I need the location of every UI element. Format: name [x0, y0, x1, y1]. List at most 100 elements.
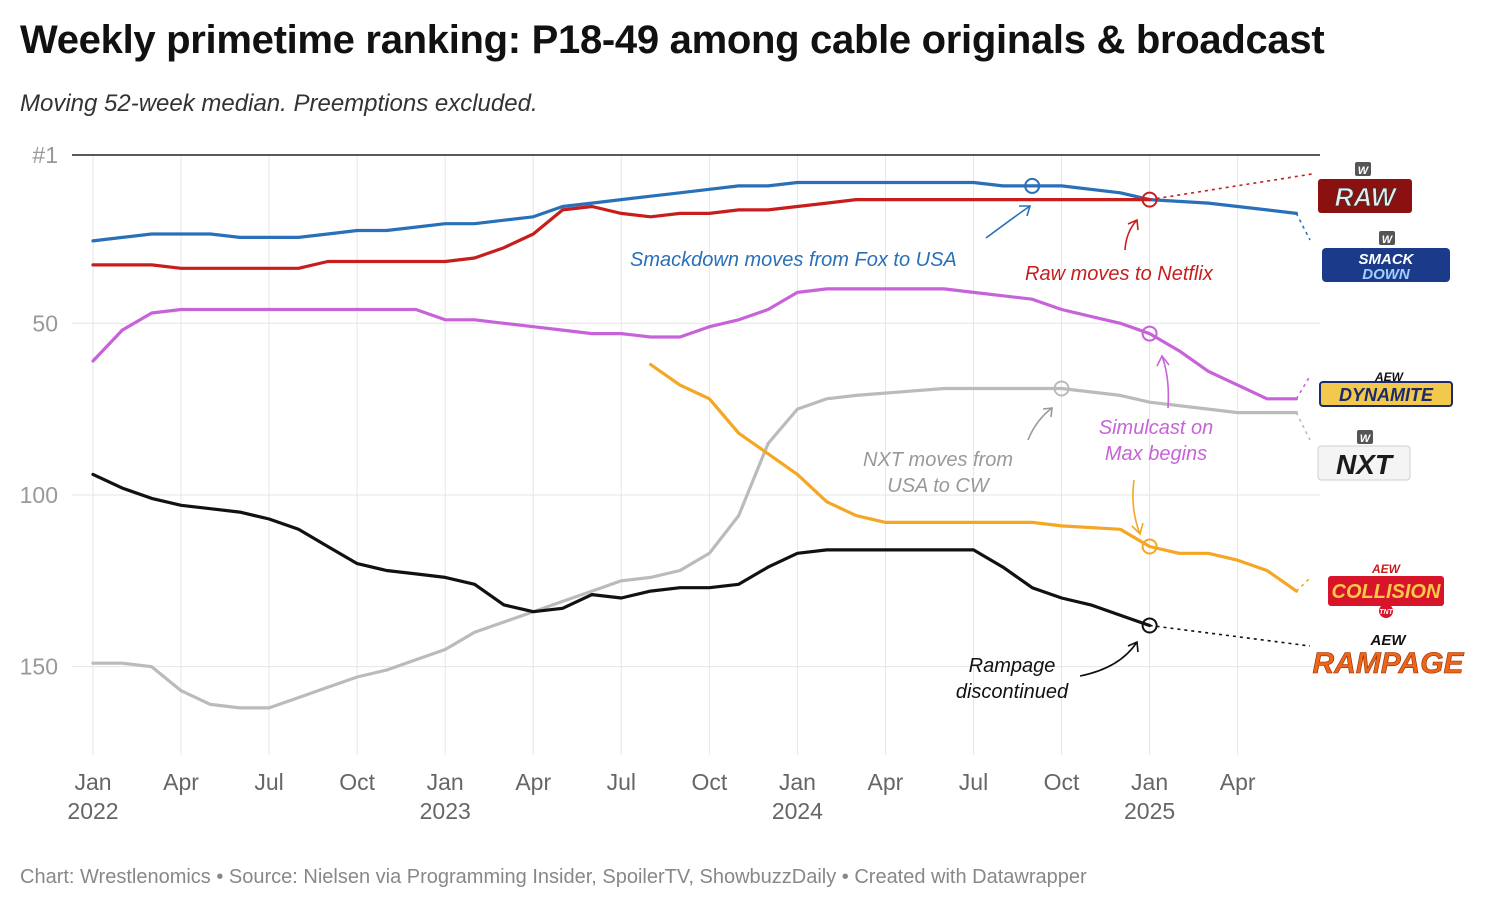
- x-tick-label: Apr: [868, 769, 904, 795]
- y-tick-label: 100: [20, 482, 58, 508]
- collision-series-line: [648, 362, 1299, 593]
- x-tick-year: 2025: [1124, 798, 1175, 824]
- smackdown-event-marker: [1024, 177, 1041, 194]
- nxt-logo-badge-text: W: [1360, 433, 1372, 445]
- dynamite-series-line: [91, 287, 1299, 401]
- logo-connectors: [1149, 173, 1313, 647]
- nxt-logo-text: NXT: [1336, 449, 1395, 480]
- y-tick-label: #1: [32, 142, 58, 168]
- raw-series-line: [91, 198, 1152, 270]
- dynamite-logo-plate: [1319, 381, 1453, 407]
- raw-annotation-arrow: [1124, 219, 1138, 251]
- nxt-annotation-arrowhead: [1042, 407, 1053, 418]
- raw-logo-connector: [1149, 173, 1313, 201]
- collision-annotation-arrowhead: [1131, 522, 1144, 536]
- x-tick-year: 2023: [420, 798, 471, 824]
- y-tick-label: 50: [32, 310, 58, 336]
- smackdown-annotation-arrow: [985, 205, 1031, 239]
- rampage-annotation-arrow: [1079, 641, 1138, 677]
- dynamite-event-marker: [1141, 325, 1158, 342]
- dynamite-logo-text: DYNAMITE: [1339, 385, 1434, 405]
- smackdown-annotation: Smackdown moves from Fox to USA: [630, 249, 957, 271]
- dynamite-logo-connector: [1295, 375, 1311, 400]
- collision-logo-network-text: TNT: [1379, 609, 1393, 616]
- annotations: Smackdown moves from Fox to USA Raw move…: [630, 249, 1214, 703]
- dynamite-logo-badge-text: AEW: [1374, 370, 1405, 384]
- x-tick-label: Oct: [1044, 769, 1080, 795]
- smackdown-logo-line-2: DOWN: [1362, 266, 1411, 283]
- x-tick-label: Apr: [163, 769, 199, 795]
- smackdown-logo: W SMACK DOWN: [1322, 231, 1450, 283]
- nxt-annotation-arrow: [1027, 407, 1053, 441]
- smackdown-series-line: [91, 180, 1299, 243]
- chart-title: Weekly primetime ranking: P18-49 among c…: [20, 18, 1325, 62]
- nxt-annotation-line-1: NXT moves from: [863, 449, 1013, 471]
- raw-logo-plate: [1318, 179, 1412, 213]
- rampage-logo-text: RAMPAGE: [1312, 647, 1464, 680]
- rampage-logo-connector: [1149, 624, 1311, 647]
- raw-annotation: Raw moves to Netflix: [1025, 263, 1214, 285]
- nxt-series-line: [91, 386, 1299, 710]
- event-markers: [1024, 177, 1158, 634]
- rampage-annotation-line-1: Rampage: [969, 655, 1056, 677]
- nxt-logo-badge: [1357, 430, 1373, 444]
- y-axis-ticks: #1 50 100 150: [20, 142, 58, 680]
- nxt-logo: W NXT: [1317, 430, 1411, 481]
- x-tick-label: Jan: [779, 769, 816, 795]
- x-tick-label: Jul: [959, 769, 988, 795]
- x-tick-label: Jul: [607, 769, 636, 795]
- dynamite-annotation-line-1: Simulcast on: [1099, 417, 1214, 439]
- smackdown-annotation-arrowhead: [1019, 205, 1032, 217]
- y-tick-label: 150: [20, 654, 58, 680]
- x-tick-label: Oct: [339, 769, 375, 795]
- collision-logo-plate: [1328, 576, 1444, 606]
- smackdown-logo-badge-text: W: [1382, 234, 1394, 246]
- nxt-annotation-line-2: USA to CW: [887, 475, 991, 497]
- rampage-annotation-arrowhead: [1127, 640, 1139, 653]
- collision-logo-badge-text: AEW: [1371, 562, 1402, 576]
- dynamite-annotation-line-2: Max begins: [1105, 443, 1207, 465]
- dynamite-logo: AEW DYNAMITE: [1319, 370, 1453, 407]
- annotation-arrows: [985, 205, 1170, 677]
- x-axis-ticks: Jan 2022 Apr Jul Oct Jan 2023 Apr Jul Oct Jan 2024 A…: [67, 769, 1255, 824]
- x-tick-label: Oct: [691, 769, 727, 795]
- collision-event-marker: [1141, 538, 1158, 555]
- collision-logo: AEW COLLISION TNT: [1328, 562, 1444, 618]
- nxt-logo-connector: [1295, 412, 1311, 441]
- grid: [72, 154, 1320, 755]
- nxt-event-marker: [1053, 380, 1070, 397]
- x-tick-label: Apr: [1220, 769, 1256, 795]
- x-tick-label: Apr: [515, 769, 551, 795]
- smackdown-logo-line-1: SMACK: [1359, 251, 1415, 268]
- dynamite-annotation-arrow: [1161, 355, 1170, 409]
- collision-logo-text: COLLISION: [1332, 581, 1441, 603]
- rampage-series-line: [91, 472, 1152, 628]
- chart-footer: Chart: Wrestlenomics • Source: Nielsen v…: [20, 866, 1087, 888]
- rampage-logo: AEW RAMPAGE: [1312, 632, 1465, 680]
- smackdown-logo-plate: [1322, 248, 1450, 282]
- rampage-event-marker: [1141, 617, 1158, 634]
- x-tick-year: 2022: [67, 798, 118, 824]
- x-tick-label: Jan: [427, 769, 464, 795]
- x-tick-year: 2024: [772, 798, 823, 824]
- x-tick-label: Jul: [254, 769, 283, 795]
- rampage-annotation-line-2: discontinued: [956, 681, 1069, 703]
- rampage-logo-badge-text: AEW: [1370, 632, 1408, 649]
- raw-annotation-arrowhead: [1127, 218, 1139, 231]
- raw-logo-badge-text: W: [1358, 165, 1370, 177]
- chart-subtitle: Moving 52-week median. Preemptions exclu…: [20, 90, 538, 117]
- series-lines: [91, 180, 1299, 710]
- x-tick-label: Jan: [1131, 769, 1168, 795]
- raw-logo: W RAW: [1318, 162, 1412, 213]
- collision-logo-connector: [1295, 577, 1311, 592]
- x-tick-label: Jan: [74, 769, 111, 795]
- raw-logo-badge: [1355, 162, 1371, 176]
- collision-logo-network-badge: [1379, 604, 1393, 618]
- raw-event-marker: [1141, 191, 1158, 208]
- smackdown-logo-badge: [1379, 231, 1395, 245]
- dynamite-annotation-arrowhead: [1156, 354, 1170, 367]
- collision-annotation-arrow: [1132, 479, 1141, 535]
- raw-logo-text: RAW: [1335, 182, 1398, 212]
- smackdown-logo-connector: [1295, 213, 1311, 241]
